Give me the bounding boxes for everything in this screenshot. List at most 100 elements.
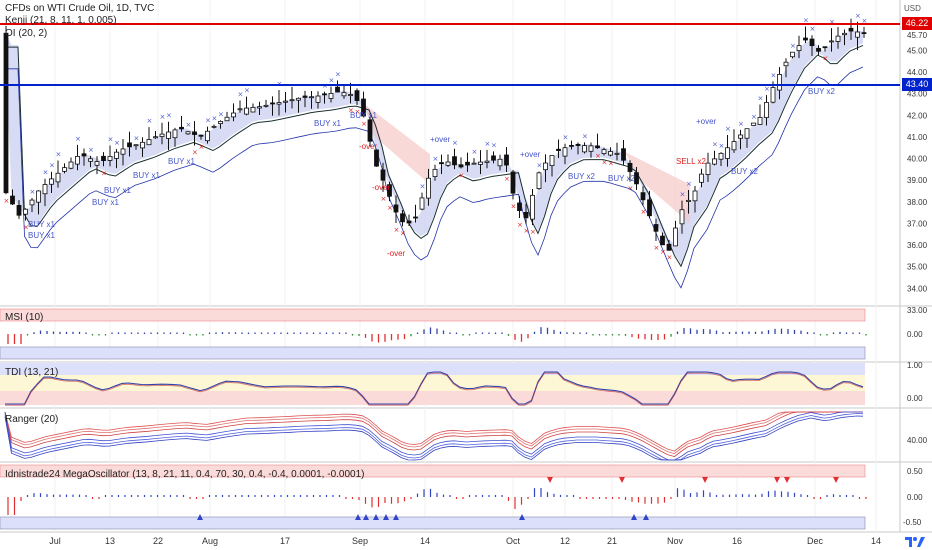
msi-upper-band	[0, 308, 866, 322]
candle-body	[595, 145, 600, 149]
candle-body	[458, 164, 464, 168]
candle-body	[302, 95, 308, 98]
signal-cross: ×	[641, 208, 647, 216]
signal-cross: ×	[361, 120, 367, 128]
signal-cross: ×	[49, 162, 55, 170]
signal-label: +over	[696, 117, 717, 126]
ranger-title[interactable]: Ranger (20)	[5, 414, 59, 425]
msi-lower-band	[0, 346, 866, 360]
signal-cross: ×	[355, 108, 361, 116]
candle-body	[562, 147, 568, 157]
candle-body	[796, 45, 802, 52]
signal-label: -over	[372, 183, 391, 192]
candle-body	[270, 102, 275, 105]
signal-cross: ×	[810, 25, 816, 33]
candle-body	[517, 202, 522, 211]
signal-cross: ×	[335, 70, 341, 78]
signal-cross: ×	[511, 202, 517, 210]
signal-label: BUY x2	[808, 87, 835, 96]
candle-body	[341, 92, 347, 97]
candle-body	[393, 204, 399, 213]
candle-body	[621, 148, 626, 161]
signal-cross: ×	[238, 90, 244, 98]
candle-body	[374, 149, 379, 167]
candle-body	[452, 156, 457, 166]
candle-body	[16, 205, 22, 216]
signal-cross: ×	[504, 175, 510, 183]
signal-cross: ×	[400, 229, 406, 237]
signal-cross: ×	[563, 134, 569, 142]
overlay-oi-label[interactable]: OI (20, 2)	[5, 28, 48, 39]
mega-buy-triangle	[197, 514, 203, 520]
candle-body	[94, 161, 100, 166]
price-level-lines[interactable]	[0, 23, 900, 86]
signal-cross: ×	[420, 183, 426, 191]
msi-title[interactable]: MSI (10)	[5, 312, 44, 323]
signal-label: BUY x1	[28, 231, 55, 240]
signal-cross: ×	[23, 224, 29, 232]
signal-cross: ×	[134, 134, 140, 142]
candle-body	[120, 148, 126, 155]
price-tick-label: 44.00	[907, 68, 928, 77]
indicator-plots	[4, 327, 867, 520]
candle-body	[855, 31, 860, 38]
signal-cross: ×	[751, 113, 757, 121]
signal-cross: ×	[160, 113, 166, 121]
mega-sell-triangle	[702, 477, 708, 483]
price-tick-label: 42.00	[907, 111, 928, 120]
x-tick-label: Nov	[667, 536, 684, 546]
candle-body	[835, 35, 841, 42]
candle-body	[536, 172, 542, 189]
oi-line	[5, 66, 864, 289]
signal-cross: ×	[491, 141, 497, 149]
ranger-line	[4, 411, 863, 452]
tv-logo-icon[interactable]	[904, 535, 926, 548]
mega-tick-label: 0.00	[907, 493, 923, 502]
tdi-line	[5, 371, 864, 405]
overlay-kenji-label[interactable]: Kenji (21, 8, 11, 1, 0.005)	[5, 15, 117, 26]
signal-cross: ×	[602, 159, 608, 167]
candle-body	[608, 151, 613, 156]
candle-body	[816, 47, 821, 52]
candle-body	[848, 27, 854, 32]
price-axis[interactable]: 45.70 45.00 44.00 43.00 42.00 41.00 40.00 39.00…	[903, 31, 928, 527]
candle-body	[419, 197, 425, 210]
time-axis[interactable]: Jul 13 22 Aug 17 Sep 14 Oct 12 21 Nov 16 Dec 14	[49, 536, 881, 546]
signal-label: SELL x2	[676, 157, 706, 166]
candle-body	[244, 107, 249, 115]
mega-tick-label: 0.50	[907, 467, 923, 476]
x-tick-label: Jul	[49, 536, 61, 546]
x-tick-label: 22	[153, 536, 163, 546]
mega-buy-triangle	[631, 514, 637, 520]
tdi-tick-label: 0.00	[907, 394, 923, 403]
ranger-line	[4, 415, 864, 461]
candle-body	[614, 152, 620, 155]
tdi-signal-line	[5, 372, 864, 406]
signal-label: -over	[359, 142, 378, 151]
candle-body	[575, 143, 581, 146]
kenji-line	[5, 44, 864, 268]
x-tick-label: Sep	[352, 536, 368, 546]
candle-body	[36, 190, 41, 203]
candle-body	[224, 116, 230, 122]
signal-cross: ×	[628, 185, 634, 193]
cloud-fill-bear	[625, 152, 690, 224]
signal-label: BUY x2	[731, 167, 758, 176]
candle-body	[510, 171, 516, 194]
mega-sell-triangle	[833, 477, 839, 483]
signal-markers: ×××××××××× ×××× ××××× ××× ×× ××× ××××× ××××××× ×…	[4, 12, 868, 262]
candle-body	[153, 136, 158, 139]
candle-body	[179, 126, 184, 130]
candle-body	[276, 102, 282, 105]
x-tick-label: 21	[607, 536, 617, 546]
signal-cross: ×	[101, 169, 107, 177]
signal-cross: ×	[686, 180, 692, 188]
candle-body	[328, 93, 334, 99]
candle-body	[647, 199, 652, 217]
mega-oscillator-title[interactable]: Idnistrade24 MegaOscillator (13, 8, 21, …	[5, 469, 365, 480]
signal-cross: ×	[394, 226, 400, 234]
price-tick-label: 33.00	[907, 306, 928, 315]
candle-body	[471, 162, 477, 165]
tdi-title[interactable]: TDI (13, 21)	[5, 367, 59, 378]
